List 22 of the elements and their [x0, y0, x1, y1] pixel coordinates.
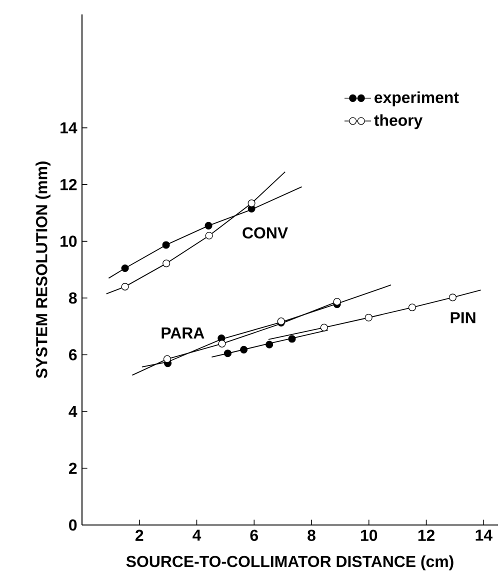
annotation: PARA — [162, 328, 204, 338]
y-axis-title: SYSTEM RESOLUTION (mm) — [36, 162, 50, 378]
y-tick-label: 8 — [68, 292, 77, 304]
x-tick-label: 6 — [250, 530, 258, 541]
legend-label: experiment — [374, 91, 459, 106]
y-tick-label: 14 — [60, 122, 78, 134]
x-axis-title: SOURCE-TO-COLLIMATOR DISTANCE (cm) — [126, 555, 454, 570]
x-tick-label: 10 — [361, 530, 378, 541]
x-tick-label: 4 — [192, 530, 202, 541]
x-tick-label: 12 — [418, 530, 435, 541]
x-tick-label: 2 — [136, 530, 144, 541]
y-tick-label: 2 — [69, 462, 77, 474]
legend-label: theory — [374, 114, 423, 130]
x-tick-label: 8 — [308, 530, 316, 541]
y-tick-label: 4 — [68, 406, 78, 417]
y-tick-label: 0 — [69, 519, 77, 531]
annotation: CONV — [242, 227, 288, 239]
annotation: PIN — [450, 312, 476, 324]
y-tick-label: 12 — [60, 178, 77, 190]
y-tick-label: 10 — [60, 236, 77, 247]
x-tick-label: 14 — [476, 530, 492, 541]
y-tick-label: 6 — [69, 349, 77, 360]
